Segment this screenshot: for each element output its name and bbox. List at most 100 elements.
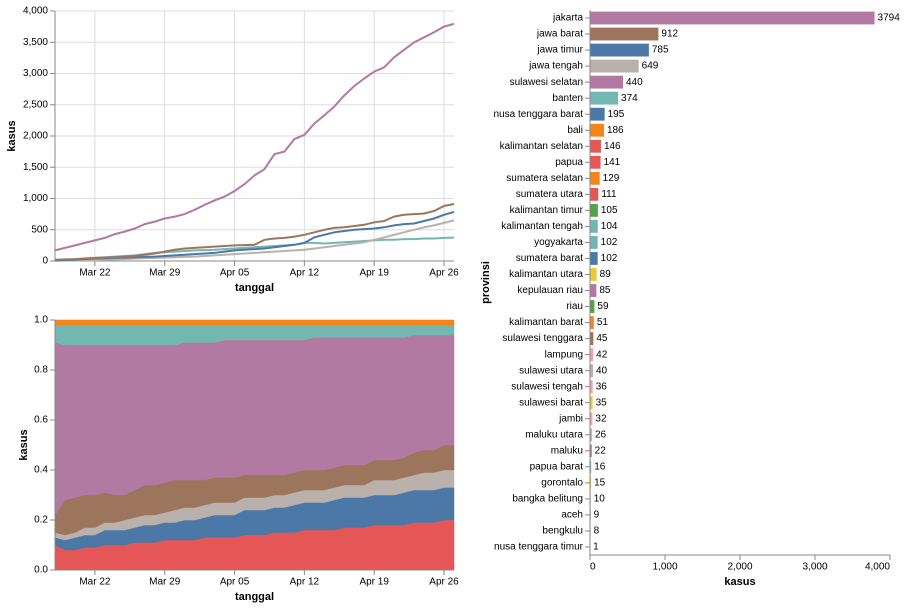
y-tick-label: jambi [558, 413, 583, 424]
bar [590, 316, 594, 329]
x-tick-label: Apr 26 [429, 268, 459, 279]
y-tick-label: banten [552, 93, 583, 104]
y-tick-label: 1,000 [23, 193, 48, 204]
y-tick-label: kalimantan timur [510, 205, 584, 216]
y-tick-label: 0.8 [34, 365, 48, 376]
value-label: 26 [595, 429, 607, 440]
y-tick-label: sumatera utara [516, 189, 584, 200]
y-axis-title: kasus [6, 120, 18, 151]
value-label: 35 [596, 397, 608, 408]
bar [590, 364, 593, 378]
y-tick-label: sulawesi utara [519, 365, 583, 376]
bar [590, 284, 597, 297]
value-label: 111 [601, 189, 617, 200]
area [54, 319, 455, 326]
bar [590, 203, 598, 217]
bar [590, 332, 594, 346]
x-tick-label: 0 [590, 562, 596, 573]
x-tick-label: Mar 29 [149, 577, 181, 588]
y-tick-label: sulawesi selatan [510, 77, 583, 88]
value-label: 104 [601, 221, 618, 232]
value-label: 146 [604, 141, 621, 152]
y-tick-label: 0.0 [34, 565, 48, 576]
x-tick-label: 1,000 [652, 562, 677, 573]
y-tick-label: sulawesi tenggara [502, 333, 583, 344]
bar [590, 75, 623, 89]
bar [590, 59, 639, 73]
value-label: 195 [608, 109, 625, 120]
value-label: 1 [593, 542, 599, 553]
bar [590, 139, 601, 153]
value-label: 374 [621, 93, 638, 104]
y-axis-title: kasus [18, 429, 30, 460]
y-tick-label: 0.2 [34, 515, 48, 526]
x-tick-label: Apr 19 [359, 577, 389, 588]
line [54, 219, 455, 262]
bar [590, 300, 595, 313]
bar [590, 123, 604, 137]
x-tick-label: Mar 22 [79, 268, 111, 279]
y-tick-label: sulawesi tengah [511, 381, 583, 392]
bar [590, 476, 592, 490]
x-axis-title: kasus [724, 576, 755, 588]
y-tick-label: 3,000 [23, 68, 48, 79]
y-tick-label: 3,500 [23, 37, 48, 48]
y-tick-label: sulawesi barat [519, 397, 583, 408]
value-label: 440 [626, 77, 643, 88]
value-label: 42 [596, 349, 608, 360]
bar [590, 444, 592, 458]
y-tick-label: 2,500 [23, 99, 48, 110]
value-label: 649 [642, 61, 659, 72]
y-tick-label: kalimantan utara [509, 269, 583, 280]
y-tick-label: papua [555, 157, 583, 168]
value-label: 36 [596, 381, 608, 392]
y-tick-label: jawa timur [536, 45, 583, 56]
y-tick-label: kepulauan riau [517, 285, 583, 296]
y-tick-label: 4,000 [23, 6, 48, 17]
bar [590, 11, 875, 25]
value-label: 102 [601, 237, 618, 248]
y-tick-label: aceh [561, 510, 583, 521]
y-tick-label: gorontalo [541, 478, 583, 489]
y-tick-label: 1.0 [34, 315, 48, 326]
value-label: 59 [597, 301, 609, 312]
bar [590, 27, 659, 41]
x-tick-label: Apr 26 [429, 577, 459, 588]
x-tick-label: 3,000 [802, 562, 827, 573]
x-tick-label: Apr 12 [290, 268, 320, 279]
value-label: 3794 [878, 13, 901, 24]
y-tick-label: lampung [545, 349, 583, 360]
bar [590, 348, 594, 362]
bar [590, 380, 593, 394]
bar [590, 171, 600, 185]
x-tick-label: Apr 05 [220, 577, 250, 588]
bar [590, 187, 599, 201]
y-tick-label: jawa barat [536, 29, 583, 40]
y-tick-label: kalimantan barat [509, 317, 583, 328]
y-tick-label: bangka belitung [512, 494, 583, 505]
value-label: 32 [595, 413, 607, 424]
y-tick-label: sumatera selatan [506, 173, 583, 184]
value-label: 15 [594, 478, 606, 489]
value-label: 912 [661, 29, 678, 40]
y-axis-title: provinsi [480, 261, 492, 304]
value-label: 89 [600, 269, 612, 280]
line [54, 22, 455, 252]
bar [590, 43, 649, 57]
y-tick-label: maluku utara [525, 429, 583, 440]
y-tick-label: jakarta [552, 13, 583, 24]
bar [590, 91, 619, 105]
value-label: 10 [594, 494, 606, 505]
y-tick-label: maluku [551, 445, 583, 456]
value-label: 102 [601, 253, 618, 264]
y-tick-label: papua barat [530, 461, 584, 472]
value-label: 16 [594, 461, 606, 472]
value-label: 45 [596, 333, 608, 344]
value-label: 8 [594, 526, 600, 537]
line [54, 203, 455, 261]
y-tick-label: sumatera barat [516, 253, 583, 264]
value-label: 785 [652, 45, 669, 56]
bar [590, 155, 601, 169]
bar [590, 107, 605, 121]
